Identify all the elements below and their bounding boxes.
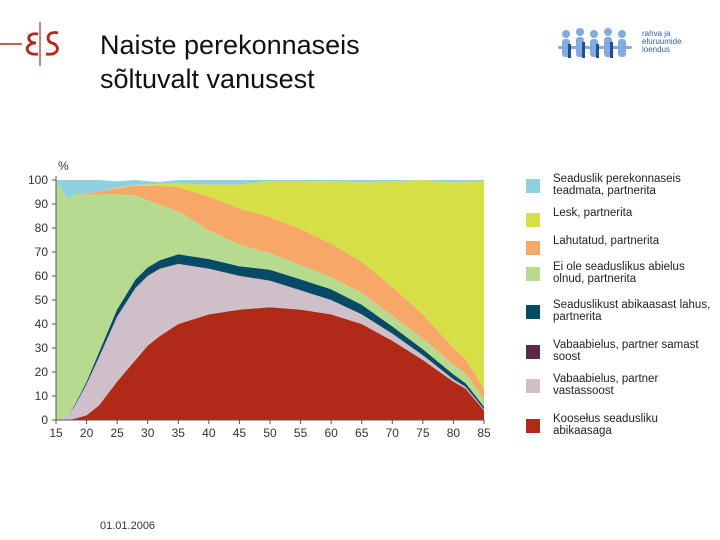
area-widow bbox=[56, 180, 484, 389]
x-tick-label: 25 bbox=[110, 426, 124, 440]
x-tick-label: 85 bbox=[477, 426, 491, 440]
x-tick-label: 15 bbox=[49, 426, 63, 440]
legend-label: Lesk, partnerita bbox=[553, 207, 633, 219]
legend-label: Ei ole seaduslikus abielus olnud, partne… bbox=[553, 261, 685, 285]
legend-swatch bbox=[526, 345, 540, 359]
legend-label: Vabaabielus, partner samast soost bbox=[553, 339, 699, 363]
legend-swatch bbox=[526, 241, 540, 255]
x-tick-label: 70 bbox=[386, 426, 400, 440]
stacked-area-chart: 0 10 20 30 40 50 60 70 80 90 100% 15 20 25 30 35 40 45 50 5… bbox=[28, 159, 491, 440]
area-never_married bbox=[56, 180, 484, 420]
y-tick-label: 90 bbox=[35, 197, 49, 211]
x-tick-label: 20 bbox=[80, 426, 94, 440]
x-tick-label: 50 bbox=[263, 426, 277, 440]
legend-swatch bbox=[526, 305, 540, 319]
y-tick-label: 100 bbox=[28, 173, 48, 187]
y-tick-label: 60 bbox=[35, 269, 49, 283]
chart-axes: 0 10 20 30 40 50 60 70 80 90 100% 15 20 25 30 35 40 45 50 5… bbox=[28, 159, 491, 440]
x-tick-label: 35 bbox=[172, 426, 186, 440]
y-tick-label: 80 bbox=[35, 221, 49, 235]
area-unknown bbox=[56, 180, 484, 200]
census-logo-line: loendus bbox=[642, 45, 671, 54]
y-tick-label: 10 bbox=[35, 389, 49, 403]
legend-swatch bbox=[526, 179, 540, 193]
x-tick-label: 30 bbox=[141, 426, 155, 440]
page-title: Naiste perekonnaseis sõltuvalt vanusest bbox=[100, 28, 360, 96]
area-married bbox=[56, 307, 484, 420]
y-unit-label: % bbox=[58, 159, 69, 173]
legend-swatch bbox=[526, 267, 540, 281]
x-tick-label: 40 bbox=[202, 426, 216, 440]
y-tick-label: 20 bbox=[35, 365, 49, 379]
area-divorced bbox=[56, 180, 484, 399]
y-tick-label: 30 bbox=[35, 341, 49, 355]
es-logo bbox=[0, 22, 59, 66]
census-logo-line: rahva ja bbox=[642, 29, 671, 38]
x-tick-label: 80 bbox=[447, 426, 461, 440]
legend-label: Seaduslikust abikaasast lahus, partnerit… bbox=[553, 299, 711, 323]
area-separated bbox=[56, 254, 484, 420]
legend-swatch bbox=[526, 419, 540, 433]
y-tick-label: 50 bbox=[35, 293, 49, 307]
legend-label: Vabaabielus, partner vastassoost bbox=[553, 373, 659, 397]
census-logo-line: eluruumide bbox=[642, 37, 682, 46]
legend-label: Seaduslik perekonnaseis teadmata, partne… bbox=[553, 173, 681, 197]
legend-label: Lahutatud, partnerita bbox=[553, 235, 660, 247]
y-tick-label: 40 bbox=[35, 317, 49, 331]
x-tick-label: 75 bbox=[416, 426, 430, 440]
title-line-1: Naiste perekonnaseis bbox=[100, 30, 360, 60]
x-tick-label: 60 bbox=[324, 426, 338, 440]
chart-areas bbox=[56, 180, 484, 420]
legend-label: Koosełus seadusliku abikaasaga bbox=[553, 413, 658, 437]
legend-swatch bbox=[526, 379, 540, 393]
x-tick-label: 55 bbox=[294, 426, 308, 440]
legend-swatch bbox=[526, 213, 540, 227]
area-cohab_opposite bbox=[56, 264, 484, 420]
y-tick-label: 0 bbox=[41, 413, 48, 427]
y-tick-label: 70 bbox=[35, 245, 49, 259]
x-tick-label: 45 bbox=[233, 426, 247, 440]
x-tick-label: 65 bbox=[355, 426, 369, 440]
title-line-2: sõltuvalt vanusest bbox=[100, 64, 315, 94]
census-logo bbox=[558, 28, 632, 58]
census-logo-text: rahva ja eluruumide loendus bbox=[642, 30, 682, 54]
footer-date: 01.01.2006 bbox=[100, 520, 156, 532]
